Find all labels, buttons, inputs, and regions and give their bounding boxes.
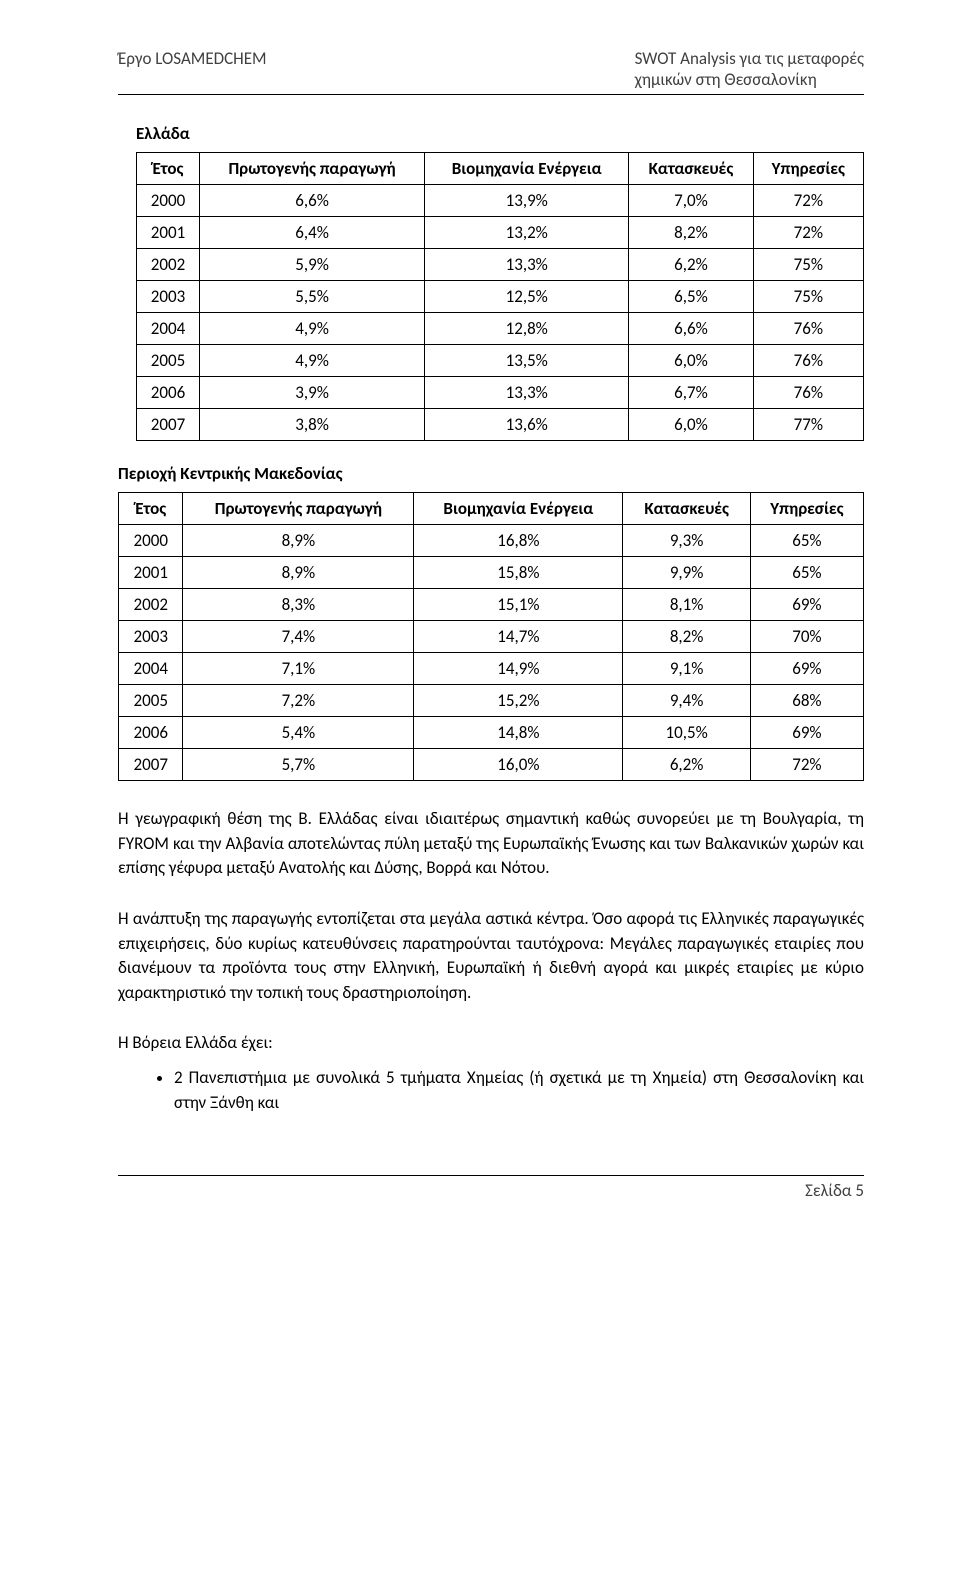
table-central-macedonia: Έτος Πρωτογενής παραγωγή Βιομηχανία Ενέρ… bbox=[118, 492, 864, 781]
paragraph-3: Η Βόρεια Ελλάδα έχει: bbox=[118, 1031, 864, 1056]
list-item: 2 Πανεπιστήμια με συνολικά 5 τμήματα Χημ… bbox=[174, 1066, 864, 1115]
header-right-line2: χημικών στη Θεσσαλονίκη bbox=[635, 69, 864, 90]
table1-title: Ελλάδα bbox=[136, 123, 864, 144]
bullet-list: 2 Πανεπιστήμια με συνολικά 5 τμήματα Χημ… bbox=[118, 1066, 864, 1115]
table-header-row: Έτος Πρωτογενής παραγωγή Βιομηχανία Ενέρ… bbox=[119, 493, 864, 525]
col-primary: Πρωτογενής παραγωγή bbox=[183, 493, 414, 525]
table-row: 20008,9%16,8%9,3%65% bbox=[119, 525, 864, 557]
table-row: 20037,4%14,7%8,2%70% bbox=[119, 621, 864, 653]
col-primary: Πρωτογενής παραγωγή bbox=[199, 153, 424, 185]
table-row: 20054,9%13,5%6,0%76% bbox=[137, 345, 864, 377]
table-row: 20075,7%16,0%6,2%72% bbox=[119, 749, 864, 781]
table-greece: Έτος Πρωτογενής παραγωγή Βιομηχανία Ενέρ… bbox=[136, 152, 864, 441]
header-right-line1: SWOT Analysis για τις μεταφορές bbox=[635, 48, 864, 69]
table2-title: Περιοχή Κεντρικής Μακεδονίας bbox=[118, 463, 864, 484]
table-row: 20016,4%13,2%8,2%72% bbox=[137, 217, 864, 249]
paragraph-1: Η γεωγραφική θέση της Β. Ελλάδας είναι ι… bbox=[118, 807, 864, 881]
col-services: Υπηρεσίες bbox=[753, 153, 863, 185]
table-row: 20065,4%14,8%10,5%69% bbox=[119, 717, 864, 749]
page-header: Έργο LOSAMEDCHEM SWOT Analysis για τις μ… bbox=[118, 48, 864, 90]
table-row: 20063,9%13,3%6,7%76% bbox=[137, 377, 864, 409]
header-right: SWOT Analysis για τις μεταφορές χημικών … bbox=[635, 48, 864, 90]
header-left: Έργο LOSAMEDCHEM bbox=[118, 48, 267, 69]
footer-rule bbox=[118, 1175, 864, 1176]
table-header-row: Έτος Πρωτογενής παραγωγή Βιομηχανία Ενέρ… bbox=[137, 153, 864, 185]
col-year: Έτος bbox=[119, 493, 183, 525]
table-row: 20047,1%14,9%9,1%69% bbox=[119, 653, 864, 685]
col-constr: Κατασκευές bbox=[623, 493, 750, 525]
paragraph-2: Η ανάπτυξη της παραγωγής εντοπίζεται στα… bbox=[118, 907, 864, 1006]
table-row: 20035,5%12,5%6,5%75% bbox=[137, 281, 864, 313]
page-footer: Σελίδα 5 bbox=[118, 1180, 864, 1201]
header-rule bbox=[118, 94, 864, 95]
table-row: 20073,8%13,6%6,0%77% bbox=[137, 409, 864, 441]
table-row: 20028,3%15,1%8,1%69% bbox=[119, 589, 864, 621]
col-industry: Βιομηχανία Ενέργεια bbox=[414, 493, 623, 525]
col-industry: Βιομηχανία Ενέργεια bbox=[425, 153, 629, 185]
table-row: 20018,9%15,8%9,9%65% bbox=[119, 557, 864, 589]
table-row: 20025,9%13,3%6,2%75% bbox=[137, 249, 864, 281]
table-row: 20006,6%13,9%7,0%72% bbox=[137, 185, 864, 217]
col-constr: Κατασκευές bbox=[629, 153, 753, 185]
col-services: Υπηρεσίες bbox=[750, 493, 863, 525]
col-year: Έτος bbox=[137, 153, 200, 185]
table-row: 20044,9%12,8%6,6%76% bbox=[137, 313, 864, 345]
table-row: 20057,2%15,2%9,4%68% bbox=[119, 685, 864, 717]
